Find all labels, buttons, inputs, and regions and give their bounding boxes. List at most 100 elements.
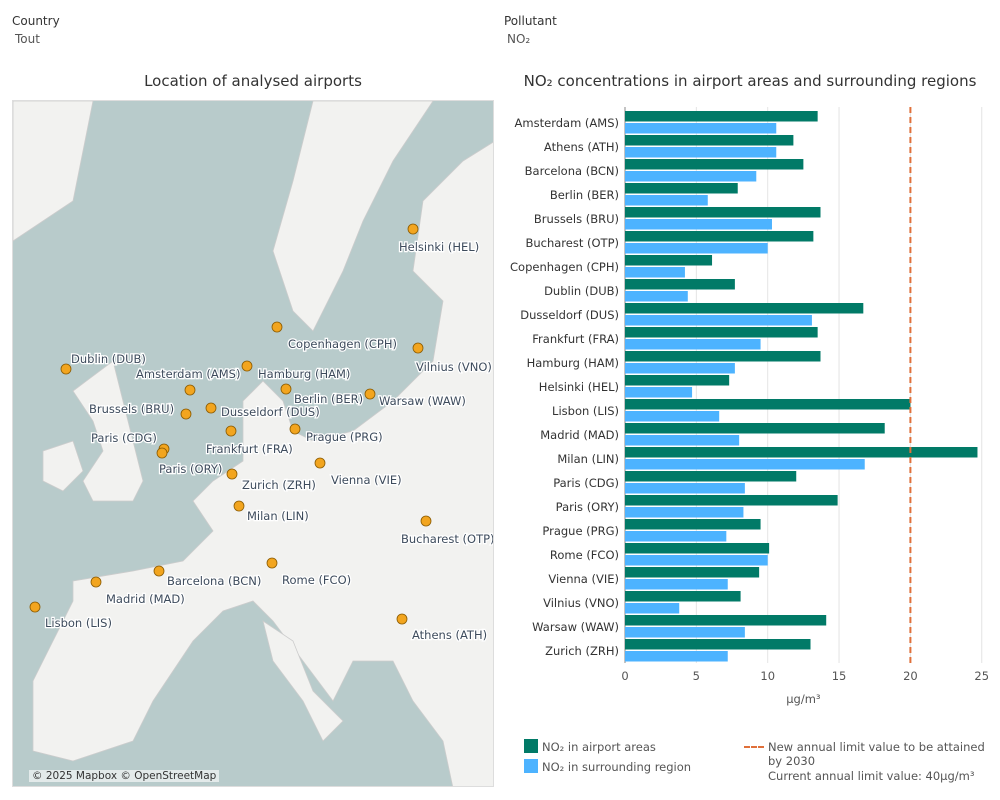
airport-marker[interactable] — [407, 223, 419, 235]
airport-marker[interactable] — [60, 363, 72, 375]
airport-label: Dusseldorf (DUS) — [221, 405, 320, 419]
bar-airport — [625, 303, 864, 314]
x-tick-label: 10 — [760, 669, 775, 683]
bar-region — [625, 171, 757, 182]
map-title: Location of analysed airports — [144, 72, 362, 90]
airport-label: Prague (PRG) — [306, 430, 383, 444]
bar-region — [625, 411, 720, 422]
bar-airport — [625, 255, 713, 266]
category-label: Copenhagen (CPH) — [510, 260, 619, 274]
category-label: Paris (ORY) — [556, 500, 619, 514]
legend-swatch-airport — [524, 739, 538, 753]
airport-marker[interactable] — [364, 388, 376, 400]
airport-label: Hamburg (HAM) — [258, 367, 350, 381]
category-label: Dusseldorf (DUS) — [520, 308, 619, 322]
airport-label: Vilnius (VNO) — [416, 360, 492, 374]
bar-region — [625, 579, 728, 590]
category-label: Frankfurt (FRA) — [532, 332, 619, 346]
bar-airport — [625, 159, 804, 170]
airport-marker[interactable] — [412, 342, 424, 354]
airport-marker[interactable] — [241, 360, 253, 372]
airport-marker[interactable] — [29, 601, 41, 613]
airport-marker[interactable] — [90, 576, 102, 588]
legend-limit: New annual limit value to be attained by… — [768, 740, 985, 768]
airport-marker[interactable] — [420, 515, 432, 527]
x-axis-title: µg/m³ — [786, 692, 821, 706]
bar-airport — [625, 447, 978, 458]
airport-label: Brussels (BRU) — [89, 402, 174, 416]
airport-label: Bucharest (OTP) — [401, 532, 494, 546]
bar-airport — [625, 351, 821, 362]
bar-region — [625, 459, 865, 470]
category-label: Rome (FCO) — [550, 548, 619, 562]
airport-label: Madrid (MAD) — [106, 592, 185, 606]
bar-region — [625, 555, 768, 566]
category-label: Vilnius (VNO) — [543, 596, 619, 610]
bar-airport — [625, 567, 760, 578]
airport-marker[interactable] — [156, 447, 168, 459]
country-filter[interactable]: Tout — [15, 32, 40, 46]
bar-airport — [625, 327, 818, 338]
airport-marker[interactable] — [233, 500, 245, 512]
bar-region — [625, 123, 777, 134]
airport-marker[interactable] — [396, 613, 408, 625]
bar-region — [625, 603, 680, 614]
airport-marker[interactable] — [271, 321, 283, 333]
airport-marker[interactable] — [205, 402, 217, 414]
airport-label: Amsterdam (AMS) — [136, 367, 240, 381]
bar-airport — [625, 591, 741, 602]
category-label: Barcelona (BCN) — [525, 164, 619, 178]
legend-airport[interactable]: NO₂ in airport areas — [542, 740, 656, 754]
bar-airport — [625, 639, 811, 650]
airport-label: Paris (ORY) — [159, 462, 222, 476]
x-tick-label: 20 — [903, 669, 918, 683]
category-label: Vienna (VIE) — [548, 572, 619, 586]
category-label: Prague (PRG) — [542, 524, 619, 538]
current-limit-note: Current annual limit value: 40µg/m³ — [768, 769, 975, 783]
airport-marker[interactable] — [184, 384, 196, 396]
bar-region — [625, 363, 735, 374]
airport-label: Athens (ATH) — [412, 628, 487, 642]
category-label: Lisbon (LIS) — [552, 404, 619, 418]
category-label: Warsaw (WAW) — [532, 620, 619, 634]
airport-label: Rome (FCO) — [282, 573, 351, 587]
bar-airport — [625, 279, 735, 290]
bar-airport — [625, 135, 794, 146]
legend-limit-line-icon — [744, 746, 764, 748]
bar-region — [625, 147, 777, 158]
bar-region — [625, 483, 745, 494]
airport-label: Frankfurt (FRA) — [206, 442, 293, 456]
map-attribution[interactable]: © 2025 Mapbox © OpenStreetMap — [29, 770, 220, 782]
airport-map[interactable]: Helsinki (HEL) Copenhagen (CPH) Dublin (DU… — [12, 100, 494, 787]
airport-marker[interactable] — [180, 408, 192, 420]
x-tick-label: 25 — [974, 669, 989, 683]
category-label: Paris (CDG) — [553, 476, 619, 490]
legend-region[interactable]: NO₂ in surrounding region — [542, 760, 692, 774]
airport-marker[interactable] — [289, 423, 301, 435]
category-label: Bucharest (OTP) — [525, 236, 619, 250]
x-tick-label: 15 — [832, 669, 847, 683]
bar-region — [625, 219, 772, 230]
airport-label: Copenhagen (CPH) — [288, 337, 397, 351]
airport-label: Vienna (VIE) — [331, 473, 402, 487]
category-label: Berlin (BER) — [550, 188, 619, 202]
country-filter-label: Country — [12, 14, 60, 28]
airport-marker[interactable] — [226, 468, 238, 480]
airport-label: Milan (LIN) — [247, 509, 309, 523]
bar-region — [625, 243, 768, 254]
bar-region — [625, 507, 744, 518]
category-label: Brussels (BRU) — [534, 212, 619, 226]
bar-airport — [625, 375, 730, 386]
no2-bar-chart: 0 5 10 15 20 25 Amsterdam (AMS) Athens (ATH) Bar… — [510, 107, 989, 706]
pollutant-filter[interactable]: NO₂ — [507, 32, 531, 46]
bar-region — [625, 267, 685, 278]
airport-marker[interactable] — [266, 557, 278, 569]
x-tick-label: 0 — [621, 669, 628, 683]
airport-marker[interactable] — [280, 383, 292, 395]
airport-marker[interactable] — [225, 425, 237, 437]
airport-marker[interactable] — [153, 565, 165, 577]
airport-marker[interactable] — [314, 457, 326, 469]
category-label: Zurich (ZRH) — [545, 644, 619, 658]
category-label: Helsinki (HEL) — [539, 380, 619, 394]
airport-label: Lisbon (LIS) — [45, 616, 112, 630]
